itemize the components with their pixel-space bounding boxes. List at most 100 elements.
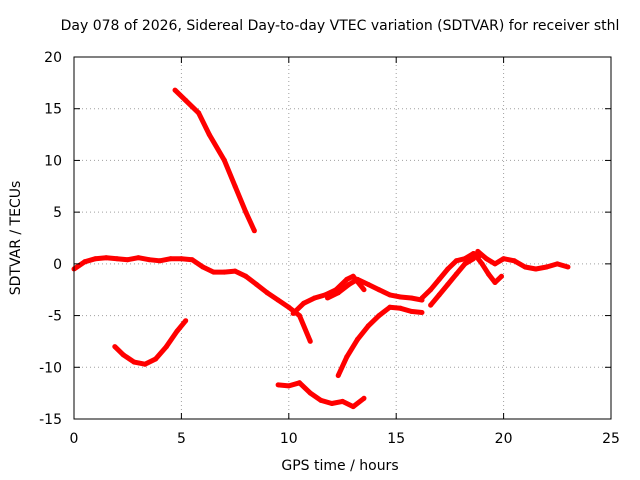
data-point xyxy=(243,209,249,215)
data-point xyxy=(318,397,324,403)
data-point xyxy=(103,255,109,261)
data-point xyxy=(365,282,371,287)
data-point xyxy=(473,253,479,259)
data-point xyxy=(163,344,169,350)
data-point xyxy=(344,354,350,360)
y-tick-label: 20 xyxy=(44,50,62,66)
data-point xyxy=(492,280,498,285)
data-point xyxy=(297,313,302,319)
data-point xyxy=(183,97,189,103)
data-point xyxy=(479,261,485,267)
x-tick-label: 5 xyxy=(177,431,186,447)
data-point xyxy=(361,287,367,293)
data-point xyxy=(221,269,227,275)
data-point xyxy=(419,310,425,315)
data-point xyxy=(251,228,257,234)
data-point xyxy=(125,257,131,263)
data-point xyxy=(340,398,345,404)
data-point xyxy=(286,383,292,389)
x-tick-label: 20 xyxy=(495,431,513,447)
x-tick-label: 15 xyxy=(387,431,405,447)
data-point xyxy=(398,294,403,300)
axis-ticks: 0 5 10 15 20 25 -15 -10 -5 0 5 10 15 20 xyxy=(39,50,620,447)
data-point xyxy=(355,336,360,342)
data-point xyxy=(221,157,227,163)
y-tick-label: 5 xyxy=(53,205,62,221)
data-point xyxy=(475,248,481,254)
chart-title: Day 078 of 2026, Sidereal Day-to-day VTE… xyxy=(61,18,620,34)
data-point xyxy=(344,276,350,282)
data-point xyxy=(183,318,189,324)
y-tick-label: -10 xyxy=(39,360,62,376)
data-point xyxy=(387,292,393,298)
data-point xyxy=(325,295,330,301)
series-group xyxy=(71,87,571,410)
data-point xyxy=(178,256,184,262)
data-point xyxy=(408,295,414,301)
data-point xyxy=(264,290,270,296)
data-point xyxy=(361,395,367,401)
data-point xyxy=(428,287,434,293)
x-tick-label: 25 xyxy=(602,431,620,447)
data-point xyxy=(286,304,292,310)
data-point xyxy=(387,304,393,310)
x-axis-label: GPS time / hours xyxy=(281,458,398,474)
x-tick-label: 0 xyxy=(70,431,79,447)
data-point xyxy=(408,308,414,314)
data-point xyxy=(445,266,451,272)
data-point xyxy=(232,268,238,274)
data-point xyxy=(211,269,217,275)
series-line-arc-10 xyxy=(476,249,569,272)
data-point xyxy=(312,295,318,301)
data-point xyxy=(355,276,360,282)
data-point xyxy=(565,264,571,270)
data-point xyxy=(445,282,451,287)
data-point xyxy=(335,373,341,379)
data-point xyxy=(82,259,88,265)
data-point xyxy=(501,256,507,262)
data-point xyxy=(307,338,313,344)
x-tick-label: 10 xyxy=(280,431,298,447)
data-point xyxy=(453,271,459,277)
y-tick-label: 15 xyxy=(44,102,62,118)
series-line-arc-6 xyxy=(326,276,423,303)
data-point xyxy=(346,282,352,287)
data-point xyxy=(492,261,498,267)
series-line-arc-2 xyxy=(173,88,257,232)
data-point xyxy=(153,356,159,362)
data-point xyxy=(554,261,560,267)
y-tick-label: 0 xyxy=(53,257,62,273)
data-point xyxy=(453,258,459,264)
data-point xyxy=(462,256,468,262)
data-point xyxy=(350,273,356,279)
data-point xyxy=(297,380,302,386)
data-point xyxy=(275,382,281,388)
data-point xyxy=(533,266,539,272)
data-point xyxy=(142,361,148,367)
data-point xyxy=(172,87,178,93)
data-point xyxy=(376,313,382,319)
data-point xyxy=(290,311,296,316)
data-point xyxy=(120,352,126,358)
data-point xyxy=(131,359,137,365)
series-line-arc-3 xyxy=(113,319,188,367)
data-point xyxy=(436,292,442,298)
data-point xyxy=(335,290,341,296)
data-point xyxy=(376,287,382,293)
data-point xyxy=(329,401,335,406)
data-point xyxy=(544,264,550,270)
data-point xyxy=(511,258,517,264)
data-point xyxy=(462,261,468,267)
data-point xyxy=(243,273,249,279)
data-point xyxy=(307,390,313,396)
data-point xyxy=(350,404,356,410)
y-tick-label: 10 xyxy=(44,153,62,169)
data-point xyxy=(301,300,307,306)
y-axis-label: SDTVAR / TECUs xyxy=(8,181,24,296)
data-point xyxy=(486,271,492,277)
data-point xyxy=(499,273,504,279)
data-point xyxy=(398,305,403,311)
data-point xyxy=(200,264,206,270)
data-point xyxy=(114,256,120,262)
